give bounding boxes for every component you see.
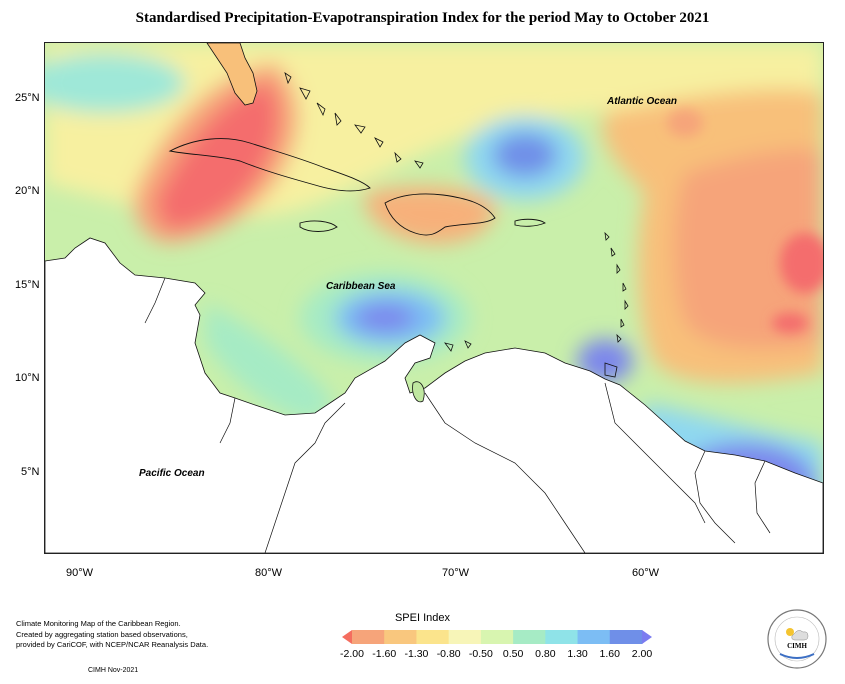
lat-label-5n: 5°N xyxy=(21,466,40,478)
legend-cell-max xyxy=(642,630,652,644)
legend-tick: -2.00 xyxy=(340,648,364,660)
legend-cell xyxy=(513,630,546,644)
legend-cell xyxy=(352,630,385,644)
legend-title: SPEI Index xyxy=(394,612,451,624)
legend-tick: 0.80 xyxy=(535,648,556,660)
lon-label-80w: 80°W xyxy=(255,567,283,579)
logo-text: CIMH xyxy=(787,642,807,650)
lat-label-20n: 20°N xyxy=(15,185,40,197)
lon-label-90w: 90°W xyxy=(66,567,94,579)
legend-tick: 1.30 xyxy=(567,648,588,660)
credit-line: Climate Monitoring Map of the Caribbean … xyxy=(16,619,181,628)
legend-cell xyxy=(384,630,417,644)
credit-date: CIMH Nov-2021 xyxy=(88,667,139,674)
credit-line: Created by aggregating station based obs… xyxy=(16,629,188,639)
lat-label-15n: 15°N xyxy=(15,279,40,291)
spei-map: Atlantic Ocean Caribbean Sea Pacific Oce… xyxy=(44,42,824,554)
legend-tick: -1.60 xyxy=(372,648,397,660)
lat-label-25n: 25°N xyxy=(15,92,40,104)
lon-label-60w: 60°W xyxy=(632,567,660,579)
cimh-logo: CIMH xyxy=(767,609,827,669)
legend-cell xyxy=(448,630,482,644)
credit-line: provided by CariCOF, with NCEP/NCAR Rean… xyxy=(16,640,209,649)
sun-icon xyxy=(786,628,794,636)
legend-tick: -1.30 xyxy=(404,648,429,660)
legend-cell-min xyxy=(342,630,352,644)
atlantic-ocean-label: Atlantic Ocean xyxy=(607,96,678,107)
map-title: Standardised Precipitation-Evapotranspir… xyxy=(135,10,710,26)
cloud-icon xyxy=(791,630,809,641)
caribbean-sea-label: Caribbean Sea xyxy=(326,281,396,292)
legend-tick: -0.80 xyxy=(436,648,461,660)
legend-tick: 2.00 xyxy=(631,648,653,660)
credits-block: Climate Monitoring Map of the Caribbean … xyxy=(16,619,246,651)
legend-tick: -0.50 xyxy=(468,648,493,660)
legend-cell xyxy=(577,630,611,644)
legend-cell xyxy=(480,630,514,644)
land-areas xyxy=(45,237,823,553)
legend-cell xyxy=(545,630,579,644)
legend-tick: 0.50 xyxy=(502,648,524,660)
legend-tick: 1.60 xyxy=(599,648,620,660)
pacific-ocean-label: Pacific Ocean xyxy=(139,468,205,479)
legend-color-bar xyxy=(342,630,652,644)
lat-label-10n: 10°N xyxy=(15,372,40,384)
legend-cell xyxy=(609,630,643,644)
lon-label-70w: 70°W xyxy=(442,567,470,579)
spei-field xyxy=(45,43,823,553)
legend-cell xyxy=(416,630,450,644)
